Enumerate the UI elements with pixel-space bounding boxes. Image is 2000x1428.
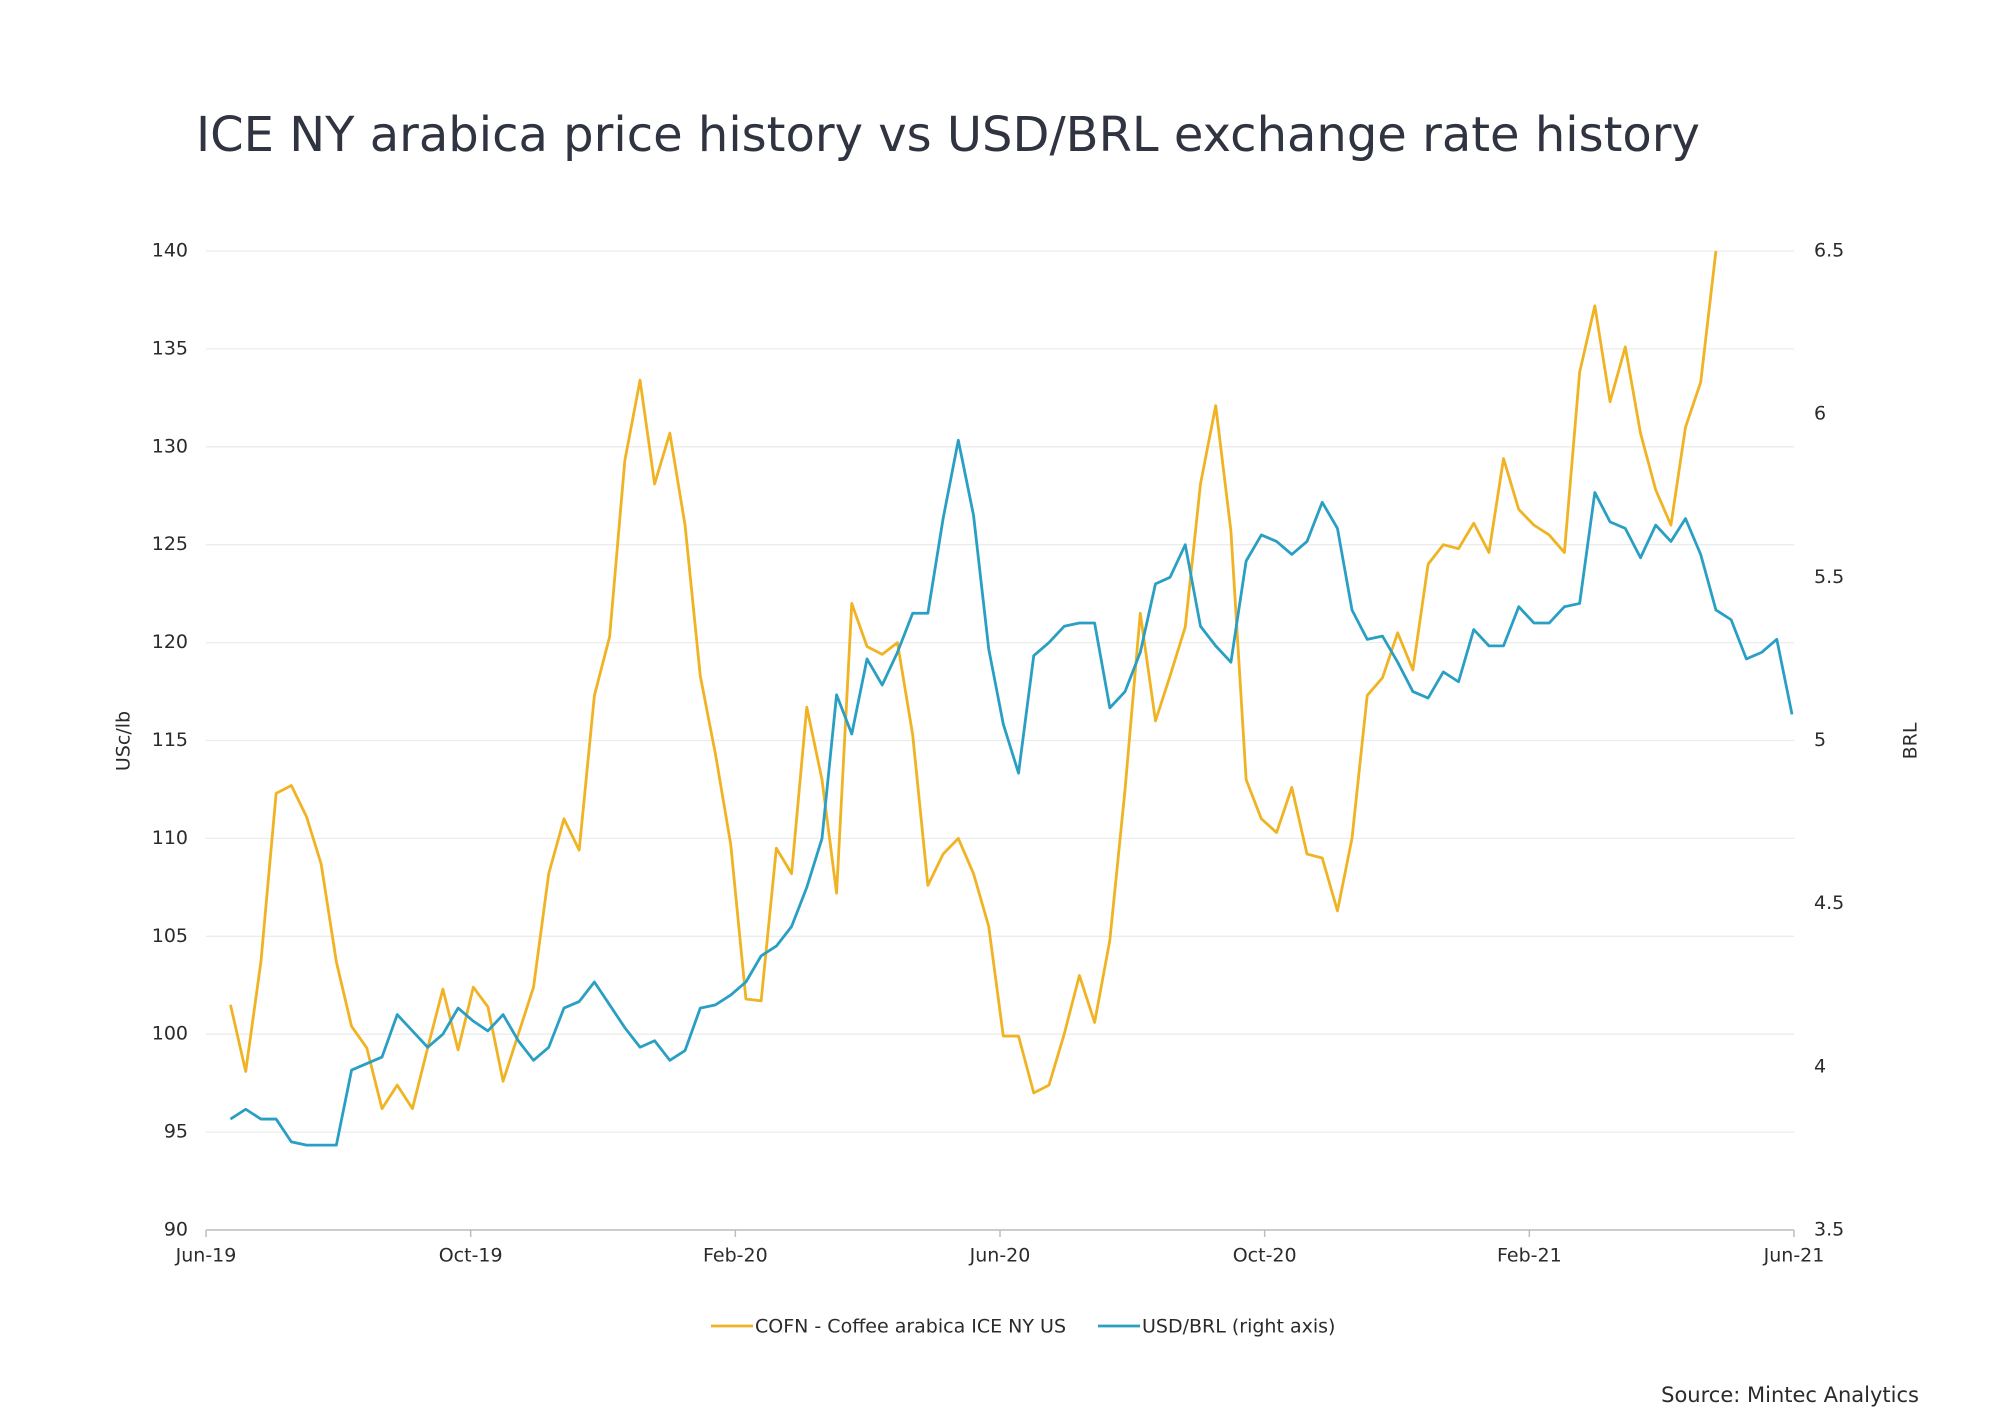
y-tick-label: 100	[152, 1023, 188, 1045]
chart-title: ICE NY arabica price history vs USD/BRL …	[196, 107, 1700, 163]
y-tick-label: 130	[152, 435, 188, 457]
y-axis-label: USc/lb	[113, 711, 135, 771]
y-tick-label: 90	[164, 1219, 188, 1241]
source: Source: Mintec Analytics	[1661, 1383, 1919, 1407]
y-tick-label: 95	[164, 1121, 188, 1143]
y2-tick-label: 5	[1814, 729, 1826, 751]
x-tick-label: Feb-20	[703, 1245, 768, 1267]
y-tick-label: 115	[152, 729, 188, 751]
x-tick-label: Jun-19	[175, 1245, 237, 1267]
x-tick-label: Oct-20	[1233, 1245, 1297, 1267]
y2-tick-label: 5.5	[1814, 566, 1844, 588]
y-tick-label: 135	[152, 337, 188, 359]
y2-tick-label: 6.5	[1814, 240, 1844, 262]
y2-tick-label: 4	[1814, 1055, 1826, 1077]
x-tick-label: Jun-20	[969, 1245, 1031, 1267]
series-line	[229, 438, 1794, 1147]
y2-tick-label: 6	[1814, 403, 1826, 425]
y-tick-label: 110	[152, 827, 188, 849]
legend-label: COFN - Coffee arabica ICE NY US	[755, 1316, 1066, 1338]
y2-tick-label: 4.5	[1814, 892, 1844, 914]
x-tick-label: Feb-21	[1497, 1245, 1562, 1267]
y-tick-label: 120	[152, 631, 188, 653]
y2-axis-label: BRL	[1900, 722, 1922, 759]
x-tick-label: Jun-21	[1763, 1245, 1825, 1267]
y2-tick-label: 3.5	[1814, 1219, 1844, 1241]
y-tick-label: 125	[152, 533, 188, 555]
x-tick-label: Oct-19	[439, 1245, 503, 1267]
series-line	[229, 250, 1718, 1110]
legend-label: USD/BRL (right axis)	[1142, 1316, 1335, 1338]
y-tick-label: 105	[152, 925, 188, 947]
y-tick-label: 140	[152, 240, 188, 262]
